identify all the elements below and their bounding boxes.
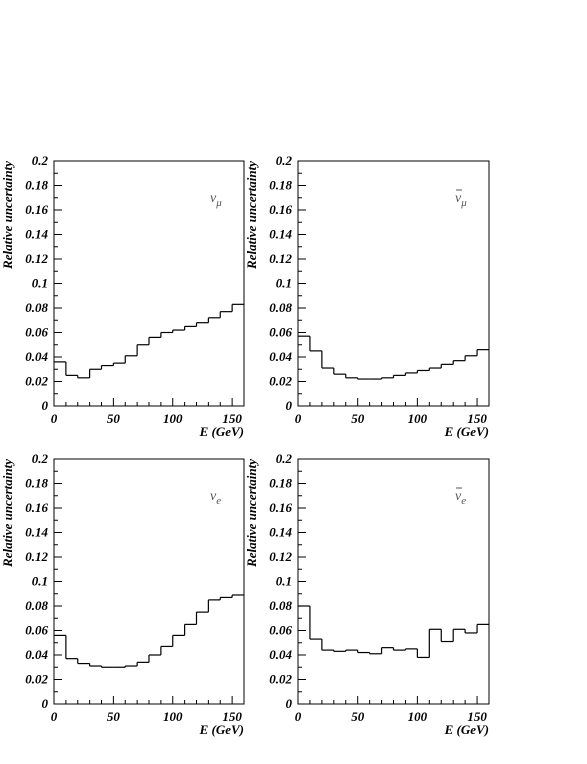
y-tick-label: 0.18 <box>25 476 48 491</box>
y-tick-label: 0.18 <box>269 476 292 491</box>
y-tick-label: 0.04 <box>269 647 292 662</box>
x-axis-title: E (GeV) <box>199 424 244 439</box>
y-tick-label: 0.04 <box>25 349 48 364</box>
y-tick-label: 0.08 <box>25 300 48 315</box>
x-tick-label: 50 <box>351 709 365 724</box>
x-tick-label: 0 <box>51 411 58 426</box>
x-tick-label: 150 <box>467 709 487 724</box>
y-tick-label: 0 <box>286 398 293 413</box>
y-tick-label: 0.08 <box>269 300 292 315</box>
x-tick-label: 0 <box>295 411 302 426</box>
y-tick-label: 0 <box>42 398 49 413</box>
y-axis-title: Relative uncertainty <box>0 459 15 568</box>
y-tick-label: 0.14 <box>269 525 292 540</box>
y-axis-title: Relative uncertainty <box>0 161 15 270</box>
y-tick-label: 0.12 <box>269 549 292 564</box>
y-tick-label: 0 <box>286 696 293 711</box>
y-tick-label: 0.14 <box>25 525 48 540</box>
y-tick-label: 0.2 <box>32 451 49 466</box>
y-axis-title: Relative uncertainty <box>244 459 259 568</box>
y-tick-label: 0.16 <box>25 202 48 217</box>
y-tick-label: 0.14 <box>25 227 48 242</box>
y-tick-label: 0.18 <box>269 178 292 193</box>
x-tick-label: 150 <box>222 709 242 724</box>
y-tick-label: 0.02 <box>269 672 292 687</box>
y-tick-label: 0.18 <box>25 178 48 193</box>
panel-nue: 0 0.02 0.04 0.06 0.08 0.1 0.12 0.14 0.16 0.18 0.2 0… <box>0 451 245 737</box>
y-tick-label: 0.12 <box>25 549 48 564</box>
y-tick-label: 0.02 <box>25 374 48 389</box>
x-tick-label: 0 <box>295 709 302 724</box>
x-tick-label: 100 <box>408 709 428 724</box>
y-tick-label: 0.06 <box>25 325 48 340</box>
x-axis-title: E (GeV) <box>444 424 489 439</box>
y-tick-label: 0.16 <box>269 500 292 515</box>
y-tick-label: 0.06 <box>269 325 292 340</box>
y-tick-label: 0.2 <box>276 153 293 168</box>
x-tick-label: 50 <box>351 411 365 426</box>
panel-label-nuebar: νe <box>455 489 466 507</box>
y-tick-label: 0.06 <box>269 623 292 638</box>
panel-label-nue: νe <box>210 489 221 507</box>
x-tick-label: 50 <box>107 411 121 426</box>
x-tick-label: 50 <box>107 709 121 724</box>
y-tick-label: 0.04 <box>269 349 292 364</box>
x-tick-label: 150 <box>467 411 487 426</box>
x-axis-title: E (GeV) <box>199 722 244 737</box>
y-tick-label: 0.12 <box>25 251 48 266</box>
y-tick-label: 0.14 <box>269 227 292 242</box>
y-tick-label: 0.02 <box>269 374 292 389</box>
y-tick-label: 0.08 <box>269 598 292 613</box>
y-tick-label: 0.08 <box>25 598 48 613</box>
x-tick-label: 100 <box>163 411 183 426</box>
x-tick-label: 150 <box>222 411 242 426</box>
y-axis-title: Relative uncertainty <box>244 161 259 270</box>
y-tick-label: 0.1 <box>276 574 292 589</box>
y-tick-label: 0.16 <box>269 202 292 217</box>
x-axis-title: E (GeV) <box>444 722 489 737</box>
panel-label-numu: νμ <box>210 191 222 209</box>
panel-label-numubar: νμ <box>455 191 467 209</box>
panel-nuebar: 0 0.02 0.04 0.06 0.08 0.1 0.12 0.14 0.16 0.18 0.2 0… <box>244 451 490 737</box>
y-tick-label: 0.2 <box>276 451 293 466</box>
y-tick-label: 0.1 <box>276 276 292 291</box>
y-tick-label: 0.16 <box>25 500 48 515</box>
y-tick-label: 0.1 <box>32 276 48 291</box>
y-tick-label: 0.02 <box>25 672 48 687</box>
y-tick-label: 0.1 <box>32 574 48 589</box>
x-tick-label: 100 <box>408 411 428 426</box>
y-tick-label: 0.06 <box>25 623 48 638</box>
y-tick-label: 0.2 <box>32 153 49 168</box>
y-tick-label: 0 <box>42 696 49 711</box>
panel-numubar: 0 0.02 0.04 0.06 0.08 0.1 0.12 0.14 0.16 0.18 0.2 0… <box>244 153 490 439</box>
y-tick-label: 0.04 <box>25 647 48 662</box>
panel-numu: 0 0.02 0.04 0.06 0.08 0.1 0.12 0.14 0.16 0.18 0.2 0… <box>0 153 245 439</box>
x-tick-label: 100 <box>163 709 183 724</box>
y-tick-label: 0.12 <box>269 251 292 266</box>
x-tick-label: 0 <box>51 709 58 724</box>
